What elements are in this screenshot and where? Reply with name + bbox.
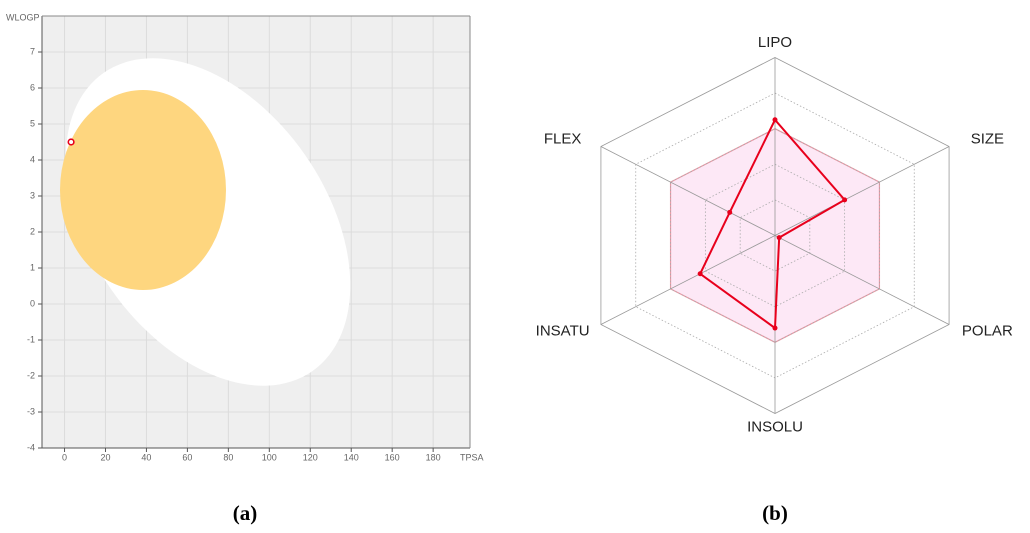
- marks: 0 20 40 60 80 100 120 140 160 180 -4 -3 -2 -1 0 1 2 3 4 5 6 7: [27, 46, 441, 462]
- axis-label: SIZE: [971, 130, 1004, 147]
- x-tick-label: 180: [426, 452, 441, 462]
- y-tick-label: 0: [30, 298, 35, 308]
- x-tick-label: 100: [262, 452, 277, 462]
- point: [772, 325, 778, 331]
- point: [727, 209, 733, 215]
- y-tick-label: 7: [30, 46, 35, 56]
- bbb-region: [60, 90, 226, 290]
- point: [67, 138, 75, 146]
- x-tick-label: 60: [182, 452, 192, 462]
- caption: (a): [233, 501, 258, 525]
- axis-label: LIPO: [758, 34, 792, 51]
- y-tick-label: -1: [27, 334, 35, 344]
- point: [697, 271, 703, 277]
- axis-label: INSATU: [536, 323, 590, 340]
- y-tick-label: 1: [30, 262, 35, 272]
- y-tick-label: -2: [27, 370, 35, 380]
- spoke: [774, 235, 950, 325]
- axis-label: POLAR: [962, 323, 1013, 340]
- point: [776, 235, 782, 241]
- spoke: [774, 146, 950, 236]
- spoke: [600, 235, 776, 325]
- y-tick-label: -4: [27, 442, 35, 452]
- x-tick-label: 120: [303, 452, 318, 462]
- point: [842, 197, 848, 203]
- radar: LIPO SIZE POLAR INSOLU INSATU FLEX: [536, 34, 1013, 435]
- y-tick-label: 5: [30, 118, 35, 128]
- axis-label: INSOLU: [747, 419, 803, 436]
- x-tick-label: 40: [141, 452, 151, 462]
- y-tick-label: 3: [30, 190, 35, 200]
- caption: (b): [762, 501, 788, 525]
- x-tick-label: 160: [385, 452, 400, 462]
- axis-label: FLEX: [544, 130, 582, 147]
- spoke: [600, 146, 776, 236]
- y-tick-label: 6: [30, 82, 35, 92]
- x-tick-label: 80: [223, 452, 233, 462]
- x-axis-label: TPSA: [460, 452, 484, 462]
- x-tick-label: 0: [62, 452, 67, 462]
- x-tick-label: 20: [100, 452, 110, 462]
- y-tick-label: 2: [30, 226, 35, 236]
- y-tick-label: 4: [30, 154, 35, 164]
- point: [772, 117, 778, 123]
- y-tick-label: -3: [27, 406, 35, 416]
- y-axis-label: WLOGP: [6, 12, 40, 22]
- x-tick-label: 140: [344, 452, 359, 462]
